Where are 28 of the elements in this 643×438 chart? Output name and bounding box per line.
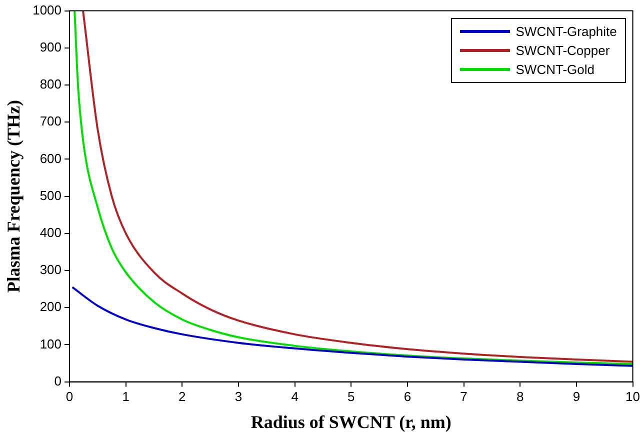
y-tick-label: 0 [54,373,62,388]
y-tick-label: 800 [40,76,62,92]
x-tick-label: 3 [234,389,242,404]
x-axis-title: Radius of SWCNT (r, nm) [250,412,452,432]
legend-label: SWCNT-Copper [516,42,610,58]
y-tick-label: 700 [40,114,62,129]
x-tick-label: 1 [122,389,130,404]
x-tick-label: 8 [516,389,524,404]
y-tick-label: 100 [40,336,62,352]
x-tick-label: 9 [572,389,580,404]
y-tick-label: 300 [40,262,62,278]
y-tick-label: 1000 [32,2,62,18]
y-axis-title: Plasma Frequency (THz) [3,100,24,293]
y-tick-label: 600 [40,150,62,166]
x-tick-label: 4 [291,389,298,404]
line-series [71,286,633,367]
x-tick-label: 5 [348,389,355,404]
legend-label: SWCNT-Graphite [516,24,617,39]
x-tick-label: 0 [66,389,74,404]
x-tick-label: 10 [626,389,640,404]
x-tick-label: 7 [460,389,468,404]
legend-label: SWCNT-Gold [516,62,594,77]
y-tick-label: 500 [40,188,62,203]
x-tick-label: 2 [178,389,186,404]
x-tick-label: 6 [404,389,412,404]
y-tick-label: 200 [40,299,62,314]
y-tick-label: 400 [40,224,62,240]
y-tick-label: 900 [40,39,62,54]
